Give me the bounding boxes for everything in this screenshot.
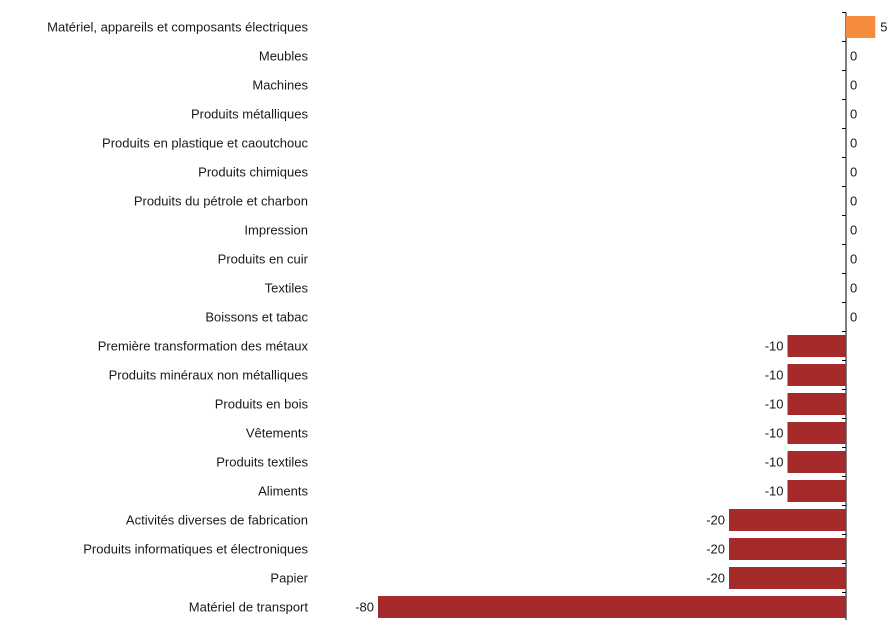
category-label: Produits minéraux non métalliques	[109, 368, 309, 383]
bar	[787, 335, 846, 357]
value-label: -20	[706, 513, 725, 528]
category-label: Vêtements	[246, 426, 309, 441]
bar	[787, 451, 846, 473]
value-label: -20	[706, 542, 725, 557]
value-label: -10	[765, 339, 784, 354]
category-label: Meubles	[259, 49, 309, 64]
bar	[787, 393, 846, 415]
value-label: -80	[355, 600, 374, 615]
category-label: Papier	[270, 571, 308, 586]
category-label: Activités diverses de fabrication	[126, 513, 308, 528]
value-label: 0	[850, 194, 857, 209]
value-label: -20	[706, 571, 725, 586]
value-label: 0	[850, 136, 857, 151]
category-label: Textiles	[265, 281, 309, 296]
category-label: Produits en bois	[215, 397, 309, 412]
value-label: -10	[765, 455, 784, 470]
category-label: Produits métalliques	[191, 107, 309, 122]
bar	[729, 509, 846, 531]
value-label: 0	[850, 252, 857, 267]
bar	[378, 596, 846, 618]
category-label: Machines	[252, 78, 308, 93]
value-label: 5	[880, 20, 887, 35]
category-label: Produits textiles	[216, 455, 308, 470]
bar	[729, 567, 846, 589]
value-label: 0	[850, 281, 857, 296]
bar	[787, 422, 846, 444]
value-label: -10	[765, 368, 784, 383]
value-label: 0	[850, 223, 857, 238]
value-label: -10	[765, 426, 784, 441]
value-label: 0	[850, 310, 857, 325]
bar	[729, 538, 846, 560]
value-label: -10	[765, 397, 784, 412]
value-label: 0	[850, 49, 857, 64]
category-label: Aliments	[258, 484, 308, 499]
value-label: 0	[850, 107, 857, 122]
category-label: Boissons et tabac	[205, 310, 308, 325]
category-label: Matériel, appareils et composants électr…	[47, 20, 308, 35]
bar	[846, 16, 876, 38]
bar	[787, 480, 846, 502]
category-label: Matériel de transport	[189, 600, 309, 615]
category-label: Produits du pétrole et charbon	[134, 194, 308, 209]
category-label: Produits chimiques	[198, 165, 308, 180]
value-label: 0	[850, 165, 857, 180]
value-label: -10	[765, 484, 784, 499]
value-label: 0	[850, 78, 857, 93]
category-label: Produits en plastique et caoutchouc	[102, 136, 308, 151]
bar	[787, 364, 846, 386]
category-label: Première transformation des métaux	[98, 339, 309, 354]
category-label: Produits informatiques et électroniques	[83, 542, 308, 557]
category-label: Produits en cuir	[218, 252, 309, 267]
category-label: Impression	[244, 223, 308, 238]
